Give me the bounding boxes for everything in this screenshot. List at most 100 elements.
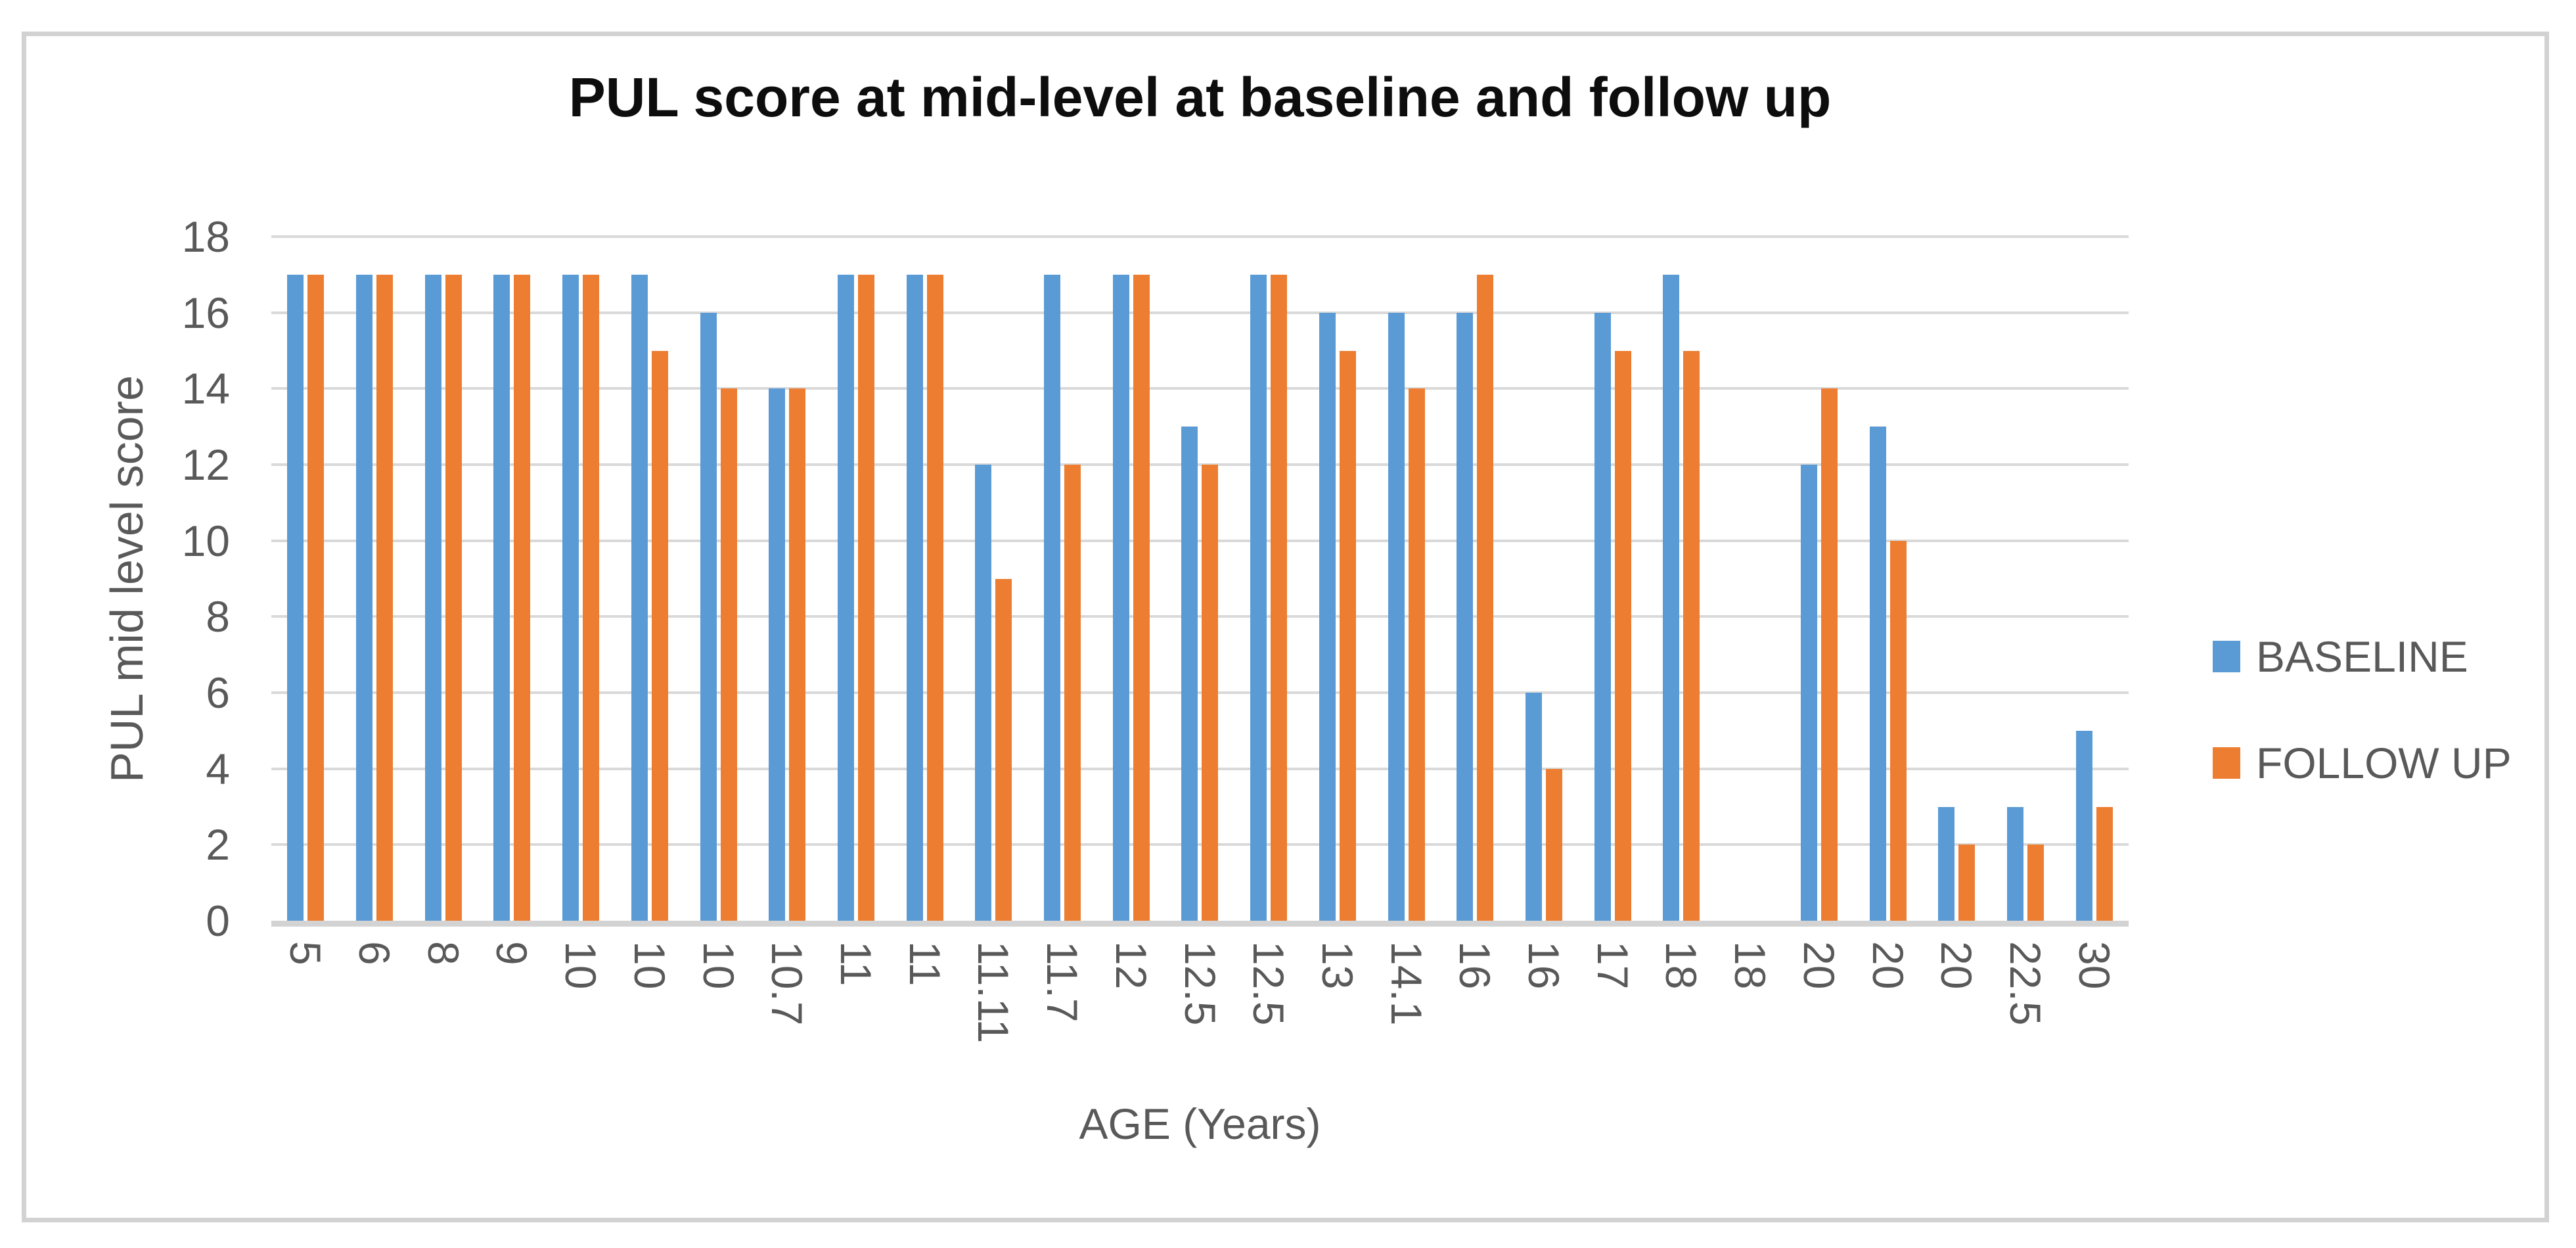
bar-group <box>616 237 685 921</box>
gridline <box>271 691 2129 694</box>
x-tick-label: 11.7 <box>1038 941 1087 1023</box>
chart-title: PUL score at mid-level at baseline and f… <box>568 66 1832 128</box>
legend-label: FOLLOW UP <box>2256 739 2512 787</box>
bar-follow-up <box>1408 388 1425 921</box>
bar-baseline <box>1663 274 1680 921</box>
bar-group <box>1647 237 1716 921</box>
bar-follow-up <box>2027 844 2044 921</box>
x-tick-label: 18 <box>1726 941 1775 990</box>
bar-group <box>271 237 340 921</box>
bar-group <box>1922 237 1991 921</box>
bar-baseline <box>356 274 373 921</box>
bar-baseline <box>424 274 441 921</box>
x-tick-label: 17 <box>1588 941 1637 990</box>
x-tick-label: 6 <box>350 941 399 965</box>
gridline <box>271 843 2129 846</box>
bar-group <box>1716 237 1785 921</box>
x-tick-label: 13 <box>1313 941 1362 990</box>
bar-group <box>1853 237 1922 921</box>
y-tick-label: 14 <box>181 364 230 413</box>
x-tick-label: 10 <box>625 941 674 990</box>
bar-group <box>1234 237 1303 921</box>
bar-group <box>1510 237 1579 921</box>
bar-baseline <box>2075 730 2092 921</box>
x-axis-line <box>271 921 2129 927</box>
bar-follow-up <box>857 274 874 921</box>
x-tick-label: 11 <box>900 941 949 986</box>
bar-baseline <box>837 274 854 921</box>
x-tick-label: 22.5 <box>2000 941 2050 1026</box>
bar-follow-up <box>1889 540 1907 921</box>
bar-follow-up <box>651 350 668 921</box>
bar-baseline <box>631 274 648 921</box>
gridline <box>271 539 2129 542</box>
legend-swatch-baseline <box>2213 641 2240 672</box>
bar-follow-up <box>1271 274 1288 921</box>
y-tick-label: 16 <box>181 288 230 337</box>
x-tick-label: 30 <box>2069 941 2119 990</box>
plot-area <box>271 235 2129 927</box>
bar-group <box>409 237 478 921</box>
bar-follow-up <box>720 388 737 921</box>
x-tick-label: 8 <box>418 941 468 965</box>
bar-follow-up <box>789 388 806 921</box>
x-tick-label: 16 <box>1520 941 1569 990</box>
y-tick-label: 4 <box>206 744 230 793</box>
bar-follow-up <box>1133 274 1150 921</box>
x-tick-label: 12 <box>1106 941 1156 990</box>
x-tick-label: 12.5 <box>1175 941 1225 1026</box>
bar-group <box>1165 237 1234 921</box>
legend-swatch-follow-up <box>2213 747 2240 779</box>
gridline <box>271 767 2129 770</box>
x-tick-label: 20 <box>1863 941 1912 990</box>
bar-group <box>684 237 753 921</box>
bar-group <box>1784 237 1853 921</box>
bar-follow-up <box>1202 465 1219 921</box>
bar-baseline <box>1250 274 1267 921</box>
bar-baseline <box>562 274 579 921</box>
x-tick-label: 20 <box>1932 941 1981 990</box>
x-tick-label: 12.5 <box>1244 941 1294 1026</box>
bar-group <box>1578 237 1647 921</box>
bar-baseline <box>1938 806 1955 921</box>
bar-baseline <box>1181 427 1198 921</box>
bar-follow-up <box>583 274 600 921</box>
y-tick-label: 18 <box>181 212 230 261</box>
bar-follow-up <box>1958 844 1976 921</box>
y-tick-label: 2 <box>206 820 230 869</box>
y-tick-label: 6 <box>206 668 230 717</box>
bar-group <box>340 237 409 921</box>
bar-group <box>753 237 822 921</box>
x-tick-label: 11 <box>831 941 880 986</box>
x-tick-label: 10 <box>694 941 743 990</box>
legend-item: FOLLOW UP <box>2213 738 2512 788</box>
bar-follow-up <box>926 274 943 921</box>
gridline <box>271 387 2129 390</box>
bar-baseline <box>1800 465 1817 921</box>
x-tick-label: 10 <box>556 941 606 990</box>
x-tick-label: 20 <box>1794 941 1843 990</box>
bar-group <box>1028 237 1097 921</box>
bar-baseline <box>906 274 923 921</box>
y-tick-label: 12 <box>181 440 230 489</box>
y-tick-label: 0 <box>206 896 230 945</box>
bar-baseline <box>1112 274 1129 921</box>
bar-follow-up <box>514 274 531 921</box>
bar-follow-up <box>1546 768 1562 921</box>
legend: BASELINE FOLLOW UP <box>2213 632 2512 788</box>
bar-follow-up <box>1477 274 1494 921</box>
gridline <box>271 235 2129 238</box>
legend-label: BASELINE <box>2256 632 2468 681</box>
x-tick-label: 5 <box>281 941 330 965</box>
bar-baseline <box>769 388 786 921</box>
bar-follow-up <box>2096 806 2113 921</box>
bar-baseline <box>975 465 992 921</box>
bar-follow-up <box>1064 465 1081 921</box>
bar-group <box>1372 237 1441 921</box>
bar-baseline <box>287 274 304 921</box>
bar-follow-up <box>1683 350 1700 921</box>
gridline <box>271 311 2129 314</box>
bar-follow-up <box>1614 350 1631 921</box>
y-axis-title: PUL mid level score <box>101 375 152 783</box>
bar-baseline <box>1319 312 1336 921</box>
